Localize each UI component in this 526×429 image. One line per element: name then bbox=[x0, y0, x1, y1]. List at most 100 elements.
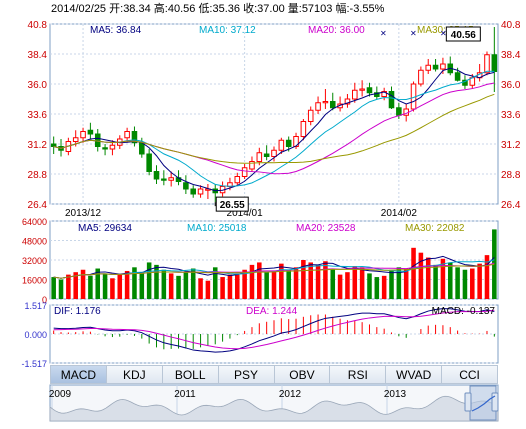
volume-bar bbox=[95, 268, 101, 299]
candle-body bbox=[256, 152, 263, 162]
candle-body bbox=[454, 72, 461, 81]
volume-bar bbox=[257, 262, 262, 299]
price-y-tick-left: 38.4 bbox=[28, 50, 48, 61]
candle-body bbox=[87, 129, 94, 135]
volume-bar bbox=[440, 258, 446, 299]
tab-kdj[interactable]: KDJ bbox=[106, 365, 163, 384]
macd-dea-legend: DEA: 1.244 bbox=[246, 306, 298, 317]
candle-body bbox=[161, 178, 167, 181]
overview-year-label: 2012 bbox=[279, 389, 302, 400]
volume-bar bbox=[190, 268, 196, 299]
price-y-tick-left: 31.2 bbox=[28, 140, 48, 151]
price-ma-legend: MA20: 36.00 bbox=[308, 25, 365, 36]
header-high-label: 高: bbox=[154, 1, 168, 15]
price-ma-legend: MA5: 36.84 bbox=[90, 25, 142, 36]
price-ma30-line bbox=[53, 93, 495, 164]
high-star-icon: ✕ bbox=[440, 29, 447, 38]
candle-body bbox=[278, 139, 285, 151]
volume-y-tick: 16000 bbox=[22, 276, 47, 286]
volume-ma30-line bbox=[53, 263, 495, 279]
indicator-tabs: MACD KDJ BOLL PSY OBV RSI WVAD CCI bbox=[50, 365, 498, 384]
volume-ma-legend: MA5: 29634 bbox=[78, 223, 132, 234]
overview-range-handle[interactable] bbox=[464, 392, 472, 412]
volume-bar bbox=[330, 268, 336, 299]
candle-body bbox=[234, 176, 241, 184]
candle-body bbox=[432, 64, 439, 70]
header-high: 40.56 bbox=[168, 3, 199, 15]
volume-bar bbox=[345, 272, 350, 299]
candle-body bbox=[183, 182, 189, 190]
volume-ma-legend: MA30: 22082 bbox=[405, 223, 465, 234]
volume-bar bbox=[286, 269, 291, 299]
price-x-tick: 2014/02 bbox=[381, 208, 418, 219]
volume-bar bbox=[139, 272, 145, 299]
volume-bar bbox=[73, 272, 78, 299]
overview-year-label: 2009 bbox=[49, 389, 72, 400]
volume-bar bbox=[403, 268, 409, 299]
volume-bar bbox=[492, 229, 497, 299]
candle-body bbox=[168, 177, 174, 181]
volume-bar bbox=[455, 267, 460, 299]
price-y-tick-left: 36.0 bbox=[28, 80, 48, 91]
candle-body bbox=[94, 133, 101, 147]
header-change: -3.55% bbox=[350, 3, 385, 15]
volume-bar bbox=[352, 266, 358, 299]
volume-bar bbox=[212, 267, 218, 299]
candle-body bbox=[352, 89, 358, 100]
candle-body bbox=[374, 92, 380, 97]
volume-bar bbox=[235, 273, 240, 299]
price-y-tick-right: 36.0 bbox=[501, 80, 521, 91]
volume-bar bbox=[242, 269, 247, 299]
tab-obv[interactable]: OBV bbox=[274, 365, 331, 384]
volume-bar bbox=[323, 261, 328, 299]
volume-bar bbox=[124, 270, 130, 299]
tab-psy[interactable]: PSY bbox=[218, 365, 275, 384]
high-marker-box bbox=[445, 26, 481, 42]
price-y-tick-left: 26.4 bbox=[28, 200, 48, 211]
volume-bar bbox=[279, 263, 284, 299]
candle-body bbox=[146, 153, 152, 172]
candle-body bbox=[109, 144, 116, 150]
header-open: 38.34 bbox=[123, 3, 154, 15]
price-y-tick-right: 26.4 bbox=[501, 200, 521, 211]
macd-y-tick: 0.000 bbox=[24, 330, 47, 340]
candle-body bbox=[241, 167, 248, 177]
volume-bar bbox=[198, 278, 203, 299]
volume-y-tick: 32000 bbox=[22, 256, 47, 266]
price-y-tick-left: 40.8 bbox=[28, 20, 48, 31]
price-ma-legend: MA30: 35.15 bbox=[417, 25, 474, 36]
volume-y-tick: 48000 bbox=[22, 237, 47, 247]
volume-y-tick: 0 bbox=[42, 295, 47, 305]
tab-rsi[interactable]: RSI bbox=[330, 365, 387, 384]
quote-header: 2014/02/25 开:38.34 高:40.56 低:35.36 收:37.… bbox=[51, 1, 385, 15]
candle-body bbox=[359, 88, 365, 91]
candle-body bbox=[366, 87, 373, 94]
tab-boll[interactable]: BOLL bbox=[162, 365, 219, 384]
volume-bar bbox=[102, 273, 108, 299]
volume-ma-legend: MA20: 23528 bbox=[296, 223, 356, 234]
tab-wvad[interactable]: WVAD bbox=[386, 365, 443, 384]
tab-macd[interactable]: MACD bbox=[50, 365, 107, 384]
header-close: 37.00 bbox=[257, 3, 288, 15]
tab-cci[interactable]: CCI bbox=[442, 365, 498, 384]
overview-range-handle[interactable] bbox=[491, 392, 499, 412]
volume-bar bbox=[411, 247, 416, 299]
volume-bar bbox=[293, 267, 299, 299]
price-ma10-line bbox=[53, 70, 495, 187]
candle-body bbox=[462, 79, 468, 86]
price-x-tick: 2013/12 bbox=[65, 208, 102, 219]
overview-history-area bbox=[49, 395, 499, 422]
candle-body bbox=[153, 171, 160, 180]
overview-year-label: 2011 bbox=[174, 389, 196, 400]
price-ma-legend: MA10: 37.12 bbox=[199, 25, 256, 36]
volume-bar bbox=[374, 277, 380, 299]
low-marker-box bbox=[215, 196, 249, 212]
candle-body bbox=[197, 188, 204, 195]
volume-bar bbox=[66, 274, 71, 299]
high-star-icon: ✕ bbox=[410, 29, 417, 38]
header-change-label: 幅: bbox=[335, 2, 349, 15]
price-y-tick-right: 40.8 bbox=[501, 20, 521, 31]
price-y-tick-right: 38.4 bbox=[501, 50, 521, 61]
price-y-tick-left: 33.6 bbox=[28, 110, 48, 121]
